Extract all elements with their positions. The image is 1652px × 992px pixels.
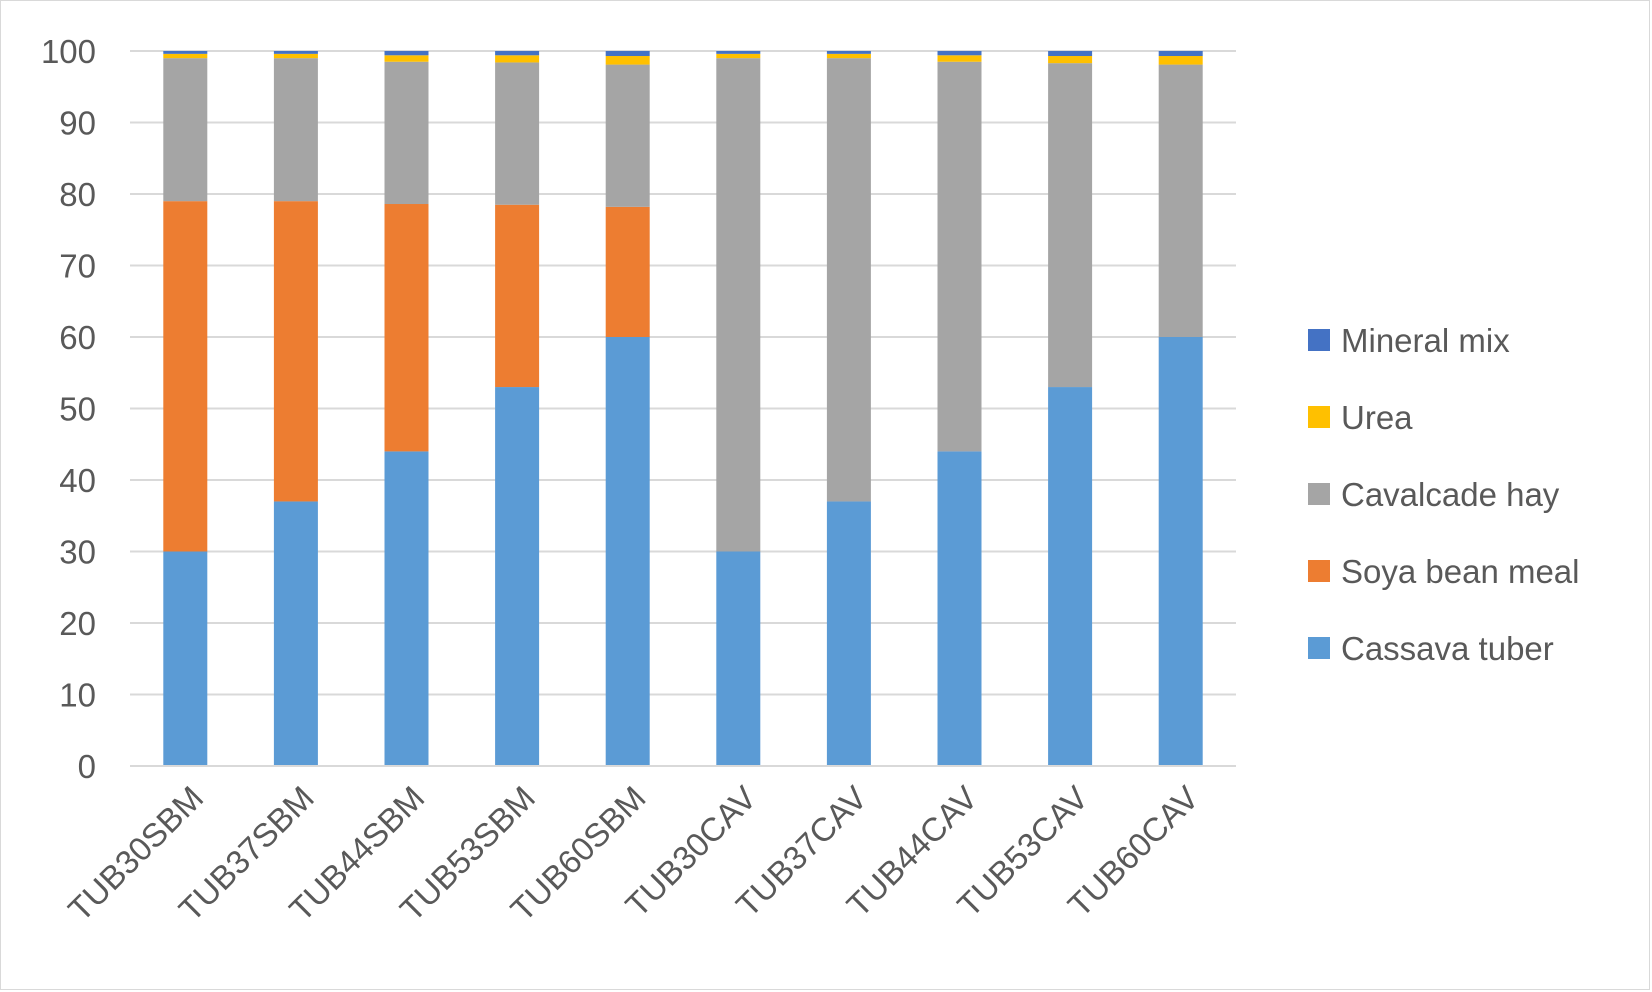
- x-axis-labels: TUB30SBMTUB37SBMTUB44SBMTUB53SBMTUB60SBM…: [61, 779, 1206, 928]
- y-tick-label: 0: [78, 748, 96, 785]
- y-tick-label: 60: [59, 319, 96, 356]
- bar-segment-cassava-tuber: [163, 551, 208, 766]
- bar-segment-cassava-tuber: [937, 451, 982, 766]
- bar-segment-mineral-mix: [716, 51, 761, 54]
- legend-label: Cavalcade hay: [1341, 476, 1560, 513]
- bar-segment-soya-bean-meal: [163, 201, 208, 552]
- bar-segment-cassava-tuber: [1048, 387, 1093, 766]
- y-tick-label: 20: [59, 605, 96, 642]
- bar-segment-mineral-mix: [1048, 51, 1093, 57]
- bar-segment-cavalcade-hay: [716, 58, 761, 552]
- bar-segment-mineral-mix: [605, 51, 650, 57]
- legend-label: Urea: [1341, 399, 1413, 436]
- y-tick-label: 30: [59, 534, 96, 571]
- legend-swatch: [1308, 483, 1330, 505]
- legend-swatch: [1308, 406, 1330, 428]
- legend-label: Cassava tuber: [1341, 630, 1554, 667]
- y-tick-label: 70: [59, 248, 96, 285]
- legend: Mineral mix Urea Cavalcade hay Soya bean me…: [1308, 322, 1580, 667]
- bar-segment-cassava-tuber: [384, 451, 429, 766]
- bar-segment-cassava-tuber: [605, 337, 650, 766]
- bar-segment-mineral-mix: [384, 51, 429, 56]
- bar-segment-urea: [1158, 56, 1203, 65]
- legend-label: Mineral mix: [1341, 322, 1510, 359]
- bar-segment-soya-bean-meal: [384, 204, 429, 452]
- bar-segment-soya-bean-meal: [605, 206, 650, 337]
- legend-swatch: [1308, 637, 1330, 659]
- bar-segment-cassava-tuber: [1158, 337, 1203, 766]
- bar-segment-urea: [716, 53, 761, 59]
- y-tick-label: 40: [59, 462, 96, 499]
- bar-segment-urea: [384, 55, 429, 62]
- y-tick-label: 50: [59, 391, 96, 428]
- bar-segment-urea: [273, 53, 318, 59]
- bar-segment-mineral-mix: [273, 51, 318, 54]
- bar-segment-cavalcade-hay: [273, 58, 318, 202]
- bar-segment-cassava-tuber: [716, 551, 761, 766]
- legend-label: Soya bean meal: [1341, 553, 1580, 590]
- bar-segment-urea: [495, 55, 540, 63]
- bar-segment-cavalcade-hay: [826, 58, 871, 502]
- bar-segment-urea: [937, 55, 982, 62]
- bar-segment-soya-bean-meal: [273, 201, 318, 502]
- bar-segment-mineral-mix: [495, 51, 540, 56]
- y-tick-label: 10: [59, 677, 96, 714]
- bar-segment-cavalcade-hay: [495, 62, 540, 205]
- legend-swatch: [1308, 560, 1330, 582]
- y-tick-label: 80: [59, 176, 96, 213]
- bar-segment-urea: [163, 53, 208, 59]
- bar-segment-urea: [1048, 56, 1093, 64]
- bar-segment-cavalcade-hay: [384, 61, 429, 205]
- bar-segment-cavalcade-hay: [163, 58, 208, 202]
- bar-segment-cavalcade-hay: [1158, 64, 1203, 338]
- bar-segment-soya-bean-meal: [495, 204, 540, 388]
- bar-segment-cavalcade-hay: [1048, 63, 1093, 388]
- bar-segment-cavalcade-hay: [937, 61, 982, 452]
- bars: [163, 51, 1203, 766]
- bar-segment-cavalcade-hay: [605, 64, 650, 207]
- y-tick-label: 100: [41, 33, 96, 70]
- bar-segment-mineral-mix: [826, 51, 871, 54]
- bar-segment-urea: [826, 53, 871, 59]
- y-axis-ticks: 0 10 20 30 40 50 60 70 80 90 100: [41, 33, 96, 785]
- y-tick-label: 90: [59, 105, 96, 142]
- bar-segment-cassava-tuber: [495, 387, 540, 766]
- bar-segment-cassava-tuber: [273, 501, 318, 766]
- legend-swatch: [1308, 329, 1330, 351]
- bar-segment-mineral-mix: [937, 51, 982, 56]
- bar-segment-urea: [605, 56, 650, 65]
- bar-segment-mineral-mix: [163, 51, 208, 54]
- bar-segment-mineral-mix: [1158, 51, 1203, 57]
- bar-segment-cassava-tuber: [826, 501, 871, 766]
